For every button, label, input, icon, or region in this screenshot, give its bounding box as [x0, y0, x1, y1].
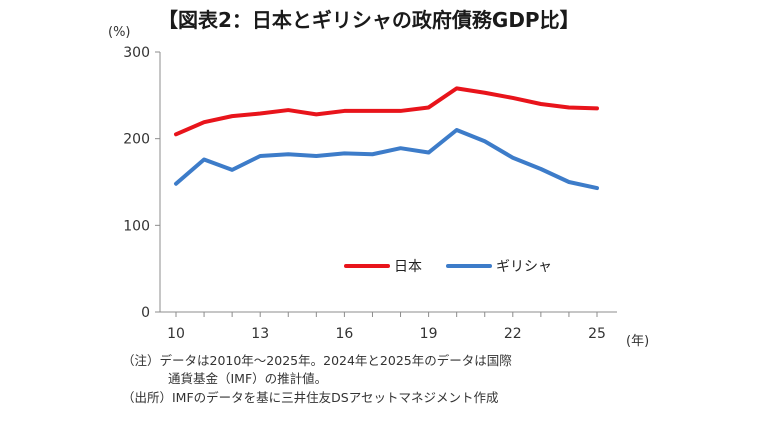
x-tick-label: 16 [335, 326, 353, 342]
y-axis-label: (%) [108, 25, 131, 40]
x-tick-label: 19 [420, 326, 438, 342]
legend-label: ギリシャ [496, 259, 552, 275]
note-line-2: 通貨基金（IMF）の推計値。 [168, 371, 328, 386]
y-tick-label: 300 [123, 45, 150, 61]
legend-label: 日本 [394, 259, 422, 275]
chart-title: 【図表2：日本とギリシャの政府債務GDP比】 [158, 8, 580, 32]
series-line-0 [174, 86, 599, 137]
x-tick-label: 10 [167, 326, 185, 342]
x-tick-label: 22 [504, 326, 522, 342]
y-tick-label: 100 [123, 218, 150, 234]
legend: 日本 ギリシャ [344, 259, 552, 275]
y-tick-label: 200 [123, 132, 150, 148]
source-note: （出所）IMFのデータを基に三井住友DSアセットマネジメント作成 [122, 390, 499, 405]
note-line-1: （注）データは2010年～2025年。2024年と2025年のデータは国際 [122, 353, 512, 368]
y-tick-label: 0 [141, 305, 150, 321]
x-axis-label: (年) [626, 334, 649, 349]
x-tick-label: 13 [251, 326, 269, 342]
x-tick-label: 25 [588, 326, 606, 342]
series-line-1 [174, 128, 599, 191]
